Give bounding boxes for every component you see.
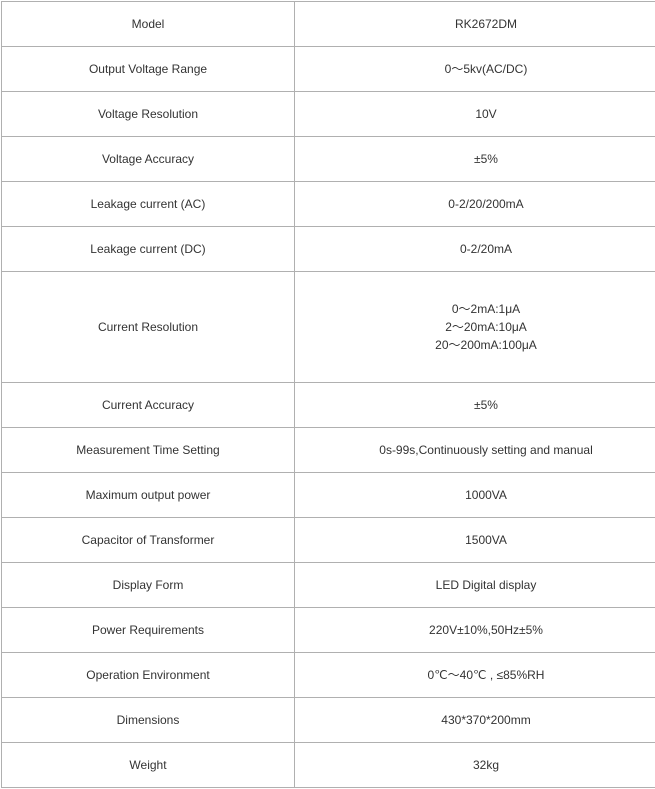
spec-label: Measurement Time Setting xyxy=(2,428,295,473)
spec-label: Current Accuracy xyxy=(2,383,295,428)
spec-table: ModelRK2672DMOutput Voltage Range0～5kv(A… xyxy=(1,1,655,788)
spec-value: 220V±10%,50Hz±5% xyxy=(295,608,655,653)
spec-value: 10V xyxy=(295,92,655,137)
table-row: Voltage Resolution10V xyxy=(2,92,655,137)
spec-label: Output Voltage Range xyxy=(2,47,295,92)
table-row: Output Voltage Range0～5kv(AC/DC) xyxy=(2,47,655,92)
spec-value: 0℃～40℃ , ≤85%RH xyxy=(295,653,655,698)
spec-value: 32kg xyxy=(295,743,655,788)
spec-value: 0s-99s,Continuously setting and manual xyxy=(295,428,655,473)
table-row: ModelRK2672DM xyxy=(2,2,655,47)
spec-label: Leakage current (DC) xyxy=(2,227,295,272)
spec-label: Operation Environment xyxy=(2,653,295,698)
spec-value: 0～2mA:1μA 2～20mA:10μA 20～200mA:100μA xyxy=(295,272,655,383)
spec-label: Weight xyxy=(2,743,295,788)
table-row: Display FormLED Digital display xyxy=(2,563,655,608)
spec-label: Power Requirements xyxy=(2,608,295,653)
table-row: Leakage current (DC)0-2/20mA xyxy=(2,227,655,272)
spec-label: Leakage current (AC) xyxy=(2,182,295,227)
spec-value: 430*370*200mm xyxy=(295,698,655,743)
table-row: Current Accuracy±5% xyxy=(2,383,655,428)
table-row: Dimensions430*370*200mm xyxy=(2,698,655,743)
spec-value: 1000VA xyxy=(295,473,655,518)
table-row: Capacitor of Transformer1500VA xyxy=(2,518,655,563)
table-row: Maximum output power1000VA xyxy=(2,473,655,518)
table-row: Measurement Time Setting0s-99s,Continuou… xyxy=(2,428,655,473)
spec-label: Voltage Resolution xyxy=(2,92,295,137)
spec-value: 0-2/20mA xyxy=(295,227,655,272)
spec-label: Dimensions xyxy=(2,698,295,743)
table-row: Operation Environment0℃～40℃ , ≤85%RH xyxy=(2,653,655,698)
spec-label: Voltage Accuracy xyxy=(2,137,295,182)
spec-label: Display Form xyxy=(2,563,295,608)
spec-value: RK2672DM xyxy=(295,2,655,47)
spec-value: ±5% xyxy=(295,383,655,428)
table-row: Weight32kg xyxy=(2,743,655,788)
table-row: Voltage Accuracy±5% xyxy=(2,137,655,182)
table-row: Leakage current (AC)0-2/20/200mA xyxy=(2,182,655,227)
table-row: Current Resolution0～2mA:1μA 2～20mA:10μA … xyxy=(2,272,655,383)
spec-value: 0-2/20/200mA xyxy=(295,182,655,227)
spec-value: LED Digital display xyxy=(295,563,655,608)
table-row: Power Requirements220V±10%,50Hz±5% xyxy=(2,608,655,653)
spec-label: Capacitor of Transformer xyxy=(2,518,295,563)
spec-value: 1500VA xyxy=(295,518,655,563)
spec-table-body: ModelRK2672DMOutput Voltage Range0～5kv(A… xyxy=(2,2,655,788)
spec-value: 0～5kv(AC/DC) xyxy=(295,47,655,92)
spec-label: Maximum output power xyxy=(2,473,295,518)
spec-label: Model xyxy=(2,2,295,47)
spec-label: Current Resolution xyxy=(2,272,295,383)
spec-value: ±5% xyxy=(295,137,655,182)
